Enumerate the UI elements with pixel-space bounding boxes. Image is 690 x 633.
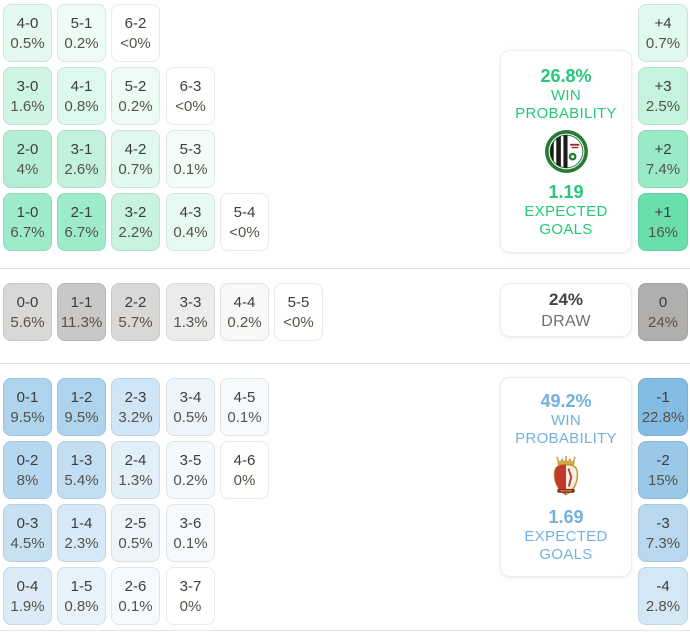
home-expected-goals-label-line1: EXPECTED [524, 202, 608, 220]
score-cell-0-4: 0-4 1.9% [3, 567, 52, 625]
margin-cell--3: -3 7.3% [638, 504, 688, 562]
score-cell-2-6: 2-6 0.1% [111, 567, 160, 625]
score-cell-1-0: 1-0 6.7% [3, 193, 52, 251]
draw-label: DRAW [541, 313, 591, 330]
home-win-probability-value: 26.8% [540, 65, 592, 86]
score-cell-1-4: 1-4 2.3% [57, 504, 106, 562]
score-cell-0-0: 0-0 5.6% [3, 283, 52, 341]
score-cell-4-3: 4-3 0.4% [166, 193, 215, 251]
section-divider [0, 268, 690, 269]
score-cell-2-0: 2-0 4% [3, 130, 52, 188]
away-expected-goals-value: 1.69 [548, 507, 584, 527]
score-cell-3-5: 3-5 0.2% [166, 441, 215, 499]
draw-card: 24% DRAW [500, 283, 632, 337]
score-cell-3-6: 3-6 0.1% [166, 504, 215, 562]
score-cell-0-3: 0-3 4.5% [3, 504, 52, 562]
away-win-label-line1: WIN [550, 412, 582, 429]
margin-cell--1: -1 22.8% [638, 378, 688, 436]
score-cell-3-4: 3-4 0.5% [166, 378, 215, 436]
score-cell-1-1: 1-1 11.3% [57, 283, 106, 341]
score-cell-2-5: 2-5 0.5% [111, 504, 160, 562]
score-cell-5-5: 5-5 <0% [274, 283, 323, 341]
away-expected-goals-label-line1: EXPECTED [524, 528, 608, 545]
margin-cell-+1: +1 16% [638, 193, 688, 251]
home-expected-goals-value: 1.19 [548, 181, 584, 202]
away-expected-goals-label-line2: GOALS [539, 546, 593, 563]
margin-cell--2: -2 15% [638, 441, 688, 499]
away-win-card: 49.2% WIN PROBABILITY 1.69 EXPECTED GOAL… [500, 377, 632, 577]
score-cell-5-4: 5-4 <0% [220, 193, 269, 251]
margin-cell--4: -4 2.8% [638, 567, 688, 625]
score-cell-2-2: 2-2 5.7% [111, 283, 160, 341]
score-cell-5-1: 5-1 0.2% [57, 4, 106, 62]
draw-probability-value: 24% [548, 290, 584, 309]
score-cell-3-3: 3-3 1.3% [166, 283, 215, 341]
home-win-label-line1: WIN [550, 86, 582, 104]
home-team-logo [543, 128, 589, 176]
score-cell-3-2: 3-2 2.2% [111, 193, 160, 251]
away-win-probability-value: 49.2% [540, 391, 592, 411]
score-cell-3-1: 3-1 2.6% [57, 130, 106, 188]
margin-cell-+2: +2 7.4% [638, 130, 688, 188]
home-win-label-line2: PROBABILITY [515, 104, 617, 122]
margin-cell-+4: +4 0.7% [638, 4, 688, 62]
score-cell-6-2: 6-2 <0% [111, 4, 160, 62]
score-cell-2-4: 2-4 1.3% [111, 441, 160, 499]
score-cell-3-7: 3-7 0% [166, 567, 215, 625]
score-cell-4-0: 4-0 0.5% [3, 4, 52, 62]
score-cell-4-4: 4-4 0.2% [220, 283, 269, 341]
score-cell-4-5: 4-5 0.1% [220, 378, 269, 436]
home-expected-goals-label-line2: GOALS [539, 220, 593, 238]
score-cell-1-3: 1-3 5.4% [57, 441, 106, 499]
score-cell-1-2: 1-2 9.5% [57, 378, 106, 436]
score-cell-5-3: 5-3 0.1% [166, 130, 215, 188]
score-cell-2-1: 2-1 6.7% [57, 193, 106, 251]
score-cell-4-1: 4-1 0.8% [57, 67, 106, 125]
score-cell-0-1: 0-1 9.5% [3, 378, 52, 436]
score-cell-6-3: 6-3 <0% [166, 67, 215, 125]
section-divider [0, 363, 690, 364]
score-cell-0-2: 0-2 8% [3, 441, 52, 499]
score-cell-1-5: 1-5 0.8% [57, 567, 106, 625]
margin-cell-+3: +3 2.5% [638, 67, 688, 125]
score-cell-4-6: 4-6 0% [220, 441, 269, 499]
section-divider [0, 630, 690, 631]
away-win-label-line2: PROBABILITY [515, 430, 617, 447]
home-win-card: 26.8% WIN PROBABILITY 1.19 EXPECTED [500, 50, 632, 253]
away-team-logo [543, 453, 589, 501]
margin-cell-0: 0 24% [638, 283, 688, 341]
score-cell-4-2: 4-2 0.7% [111, 130, 160, 188]
score-cell-5-2: 5-2 0.2% [111, 67, 160, 125]
score-cell-2-3: 2-3 3.2% [111, 378, 160, 436]
score-cell-3-0: 3-0 1.6% [3, 67, 52, 125]
